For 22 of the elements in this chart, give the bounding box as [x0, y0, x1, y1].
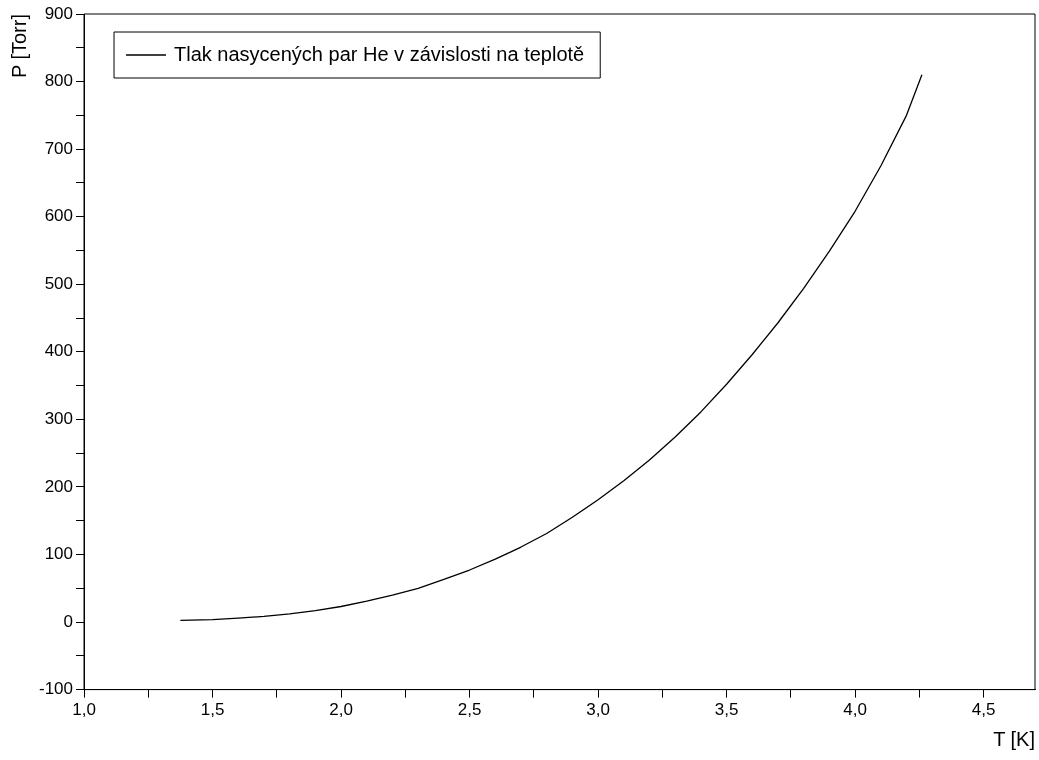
y-tick-label: 500 — [44, 273, 74, 293]
x-axis-title: T [K] — [993, 727, 1035, 750]
y-tick-label: 800 — [44, 71, 74, 91]
y-tick-label: -100 — [38, 679, 74, 699]
x-tick-label: 1,0 — [72, 700, 96, 720]
y-tick-label: 300 — [44, 409, 74, 429]
x-tick-label: 3,0 — [586, 700, 610, 720]
y-tick-label: 200 — [44, 476, 74, 496]
x-tick-label: 4,5 — [971, 700, 996, 720]
y-axis-title: P [Torr] — [7, 14, 30, 79]
legend-label: Tlak nasycených par He v závislosti na teplotě — [174, 42, 585, 65]
y-tick-label: 700 — [44, 138, 74, 158]
x-tick-label: 4,0 — [843, 700, 867, 720]
x-tick-label: 2,5 — [457, 700, 482, 720]
x-tick-label: 2,0 — [329, 700, 353, 720]
y-tick-label: 400 — [44, 341, 74, 361]
x-tick-label: 3,5 — [714, 700, 739, 720]
y-tick-label: 600 — [44, 206, 74, 226]
y-tick-label: 100 — [44, 544, 74, 564]
x-tick-label: 1,5 — [200, 700, 225, 720]
y-tick-label: 0 — [63, 611, 74, 631]
y-tick-label: 900 — [44, 3, 74, 23]
